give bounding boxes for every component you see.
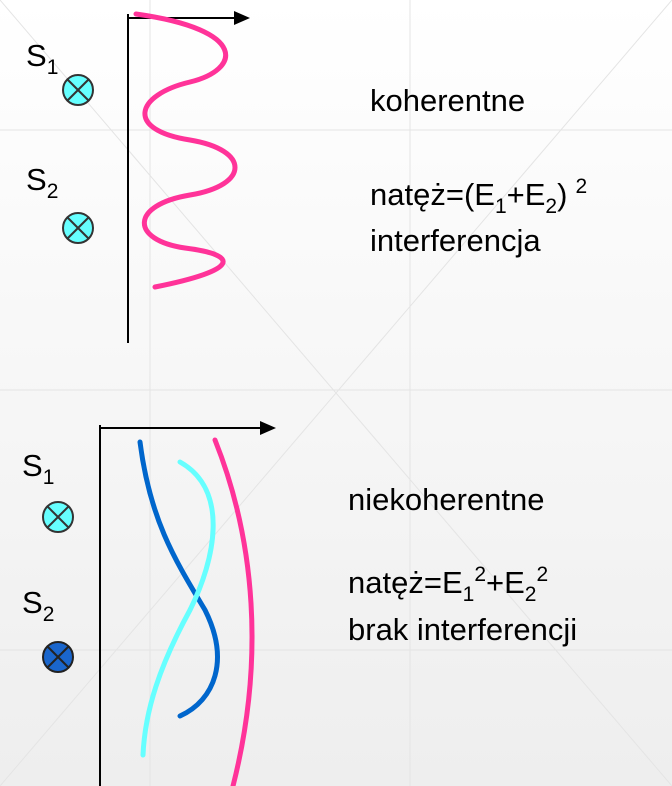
letter: S — [22, 585, 43, 620]
letter: S — [22, 448, 43, 483]
wave — [133, 11, 238, 290]
formula-text: +E — [507, 177, 546, 212]
subscript: 2 — [545, 195, 557, 218]
formula: natęż=E12+E22 — [348, 563, 548, 606]
subscript: 1 — [47, 56, 59, 79]
letter: S — [26, 162, 47, 197]
source — [62, 212, 94, 244]
formula-text: natęż=E — [348, 565, 463, 600]
subscript: 2 — [47, 180, 59, 203]
subscript: 1 — [463, 583, 475, 606]
superscript: 2 — [575, 175, 587, 198]
superscript: 2 — [474, 563, 486, 586]
label: niekoherentne — [348, 482, 545, 517]
subscript: 1 — [495, 195, 507, 218]
source-label: S2 — [26, 162, 58, 203]
wave — [137, 439, 220, 719]
source — [42, 641, 74, 673]
result: interferencja — [370, 223, 541, 258]
source — [42, 501, 74, 533]
formula-text: ) — [557, 177, 567, 212]
wave — [212, 437, 255, 786]
source-label: S1 — [22, 448, 54, 489]
subscript: 1 — [43, 466, 55, 489]
source — [62, 74, 94, 106]
label: koherentne — [370, 83, 525, 118]
wave — [140, 459, 216, 758]
formula-text: natęż=(E — [370, 177, 495, 212]
subscript: 2 — [525, 583, 537, 606]
letter: S — [26, 38, 47, 73]
source-label: S1 — [26, 38, 58, 79]
result: brak interferencji — [348, 612, 577, 647]
arrow-head — [234, 11, 250, 25]
source-label: S2 — [22, 585, 54, 626]
formula: natęż=(E1+E2) 2 — [370, 175, 587, 218]
formula-text: +E — [486, 565, 525, 600]
arrow-head — [260, 421, 276, 435]
subscript: 2 — [43, 603, 55, 626]
superscript: 2 — [536, 563, 548, 586]
